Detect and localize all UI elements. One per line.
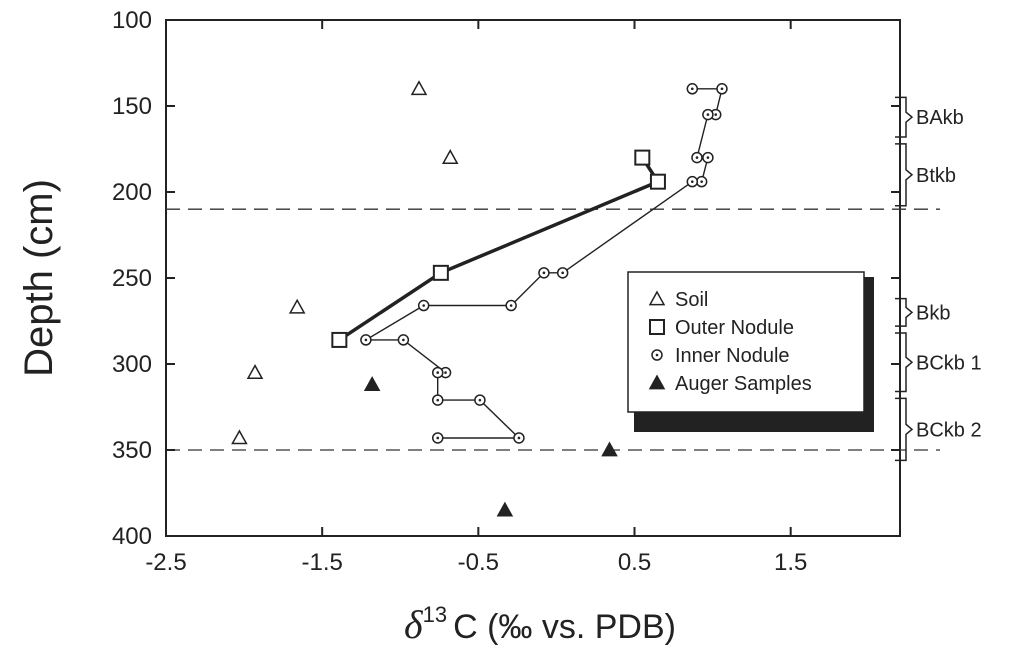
x-axis-title: δ13 C (‰ vs. PDB) — [404, 602, 676, 647]
auger-samples-point — [363, 376, 381, 391]
legend-label-inner-nodule: Inner Nodule — [675, 345, 790, 367]
inner-nodule-point-center — [402, 338, 405, 342]
inner-nodule-point-center — [444, 371, 447, 374]
inner-nodule-point-center — [690, 180, 694, 183]
auger-samples-point — [496, 501, 514, 517]
legend-label-soil: Soil — [675, 289, 708, 311]
y-tick-label: 150 — [112, 93, 152, 120]
horizon-bracket — [895, 297, 914, 327]
legend-label-outer-nodule: Outer Nodule — [675, 317, 794, 339]
auger-samples-point — [601, 441, 618, 457]
horizon-label: BAkb — [916, 107, 964, 129]
y-tick-label: 300 — [112, 351, 152, 378]
x-tick-label: 0.5 — [618, 549, 651, 576]
x-axis-title-sup: 13 — [423, 602, 447, 627]
x-tick-label: -1.5 — [301, 549, 342, 576]
soil-point — [441, 149, 459, 164]
x-tick-label: 1.5 — [774, 549, 807, 576]
outer-nodule-point — [649, 173, 666, 190]
horizon-label: BCkb 1 — [916, 352, 982, 374]
inner-nodule-point-center — [478, 398, 482, 402]
horizon-label: BCkb 2 — [916, 419, 982, 441]
legend: Soil Outer Nodule Inner Nodule Auger Sample… — [627, 271, 874, 432]
axis-ticks: 100 150 200 250 300 350 400-2.5 -1.5 -0.5 0.5 1.5 — [112, 7, 900, 576]
inner-nodule-point-center — [436, 371, 440, 374]
y-tick-label: 400 — [112, 523, 152, 550]
inner-nodule-point-center — [436, 436, 440, 440]
inner-nodule-point-center — [720, 87, 724, 91]
outer-nodule-line — [338, 156, 661, 342]
reference-lines — [166, 208, 940, 451]
inner-nodule-point-center — [695, 156, 699, 159]
y-tick-label: 100 — [112, 7, 152, 34]
x-axis-title-rest: C (‰ vs. PDB) — [453, 608, 676, 646]
inner-nodule-point-center — [561, 271, 564, 275]
inner-nodule-point-center — [364, 338, 368, 342]
legend-marker-outer-nodule — [649, 319, 665, 335]
outer-nodule-point — [432, 264, 449, 281]
soil-point — [231, 429, 248, 445]
x-tick-label: -0.5 — [458, 549, 499, 576]
legend-marker-soil — [648, 290, 666, 306]
legend-marker-inner-nodule-center — [655, 353, 659, 357]
soil-point — [246, 364, 264, 379]
horizon-label: Bkb — [916, 302, 950, 324]
legend-marker-auger-samples — [648, 374, 666, 390]
horizon-bracket — [895, 143, 914, 207]
soil-point — [288, 298, 306, 314]
x-tick-label: -2.5 — [145, 549, 186, 576]
outer-nodule-point — [634, 149, 651, 166]
horizon-bracket — [895, 332, 914, 393]
outer-nodule-point — [331, 331, 348, 348]
inner-nodule-point-center — [714, 113, 718, 116]
inner-nodule-point-center — [706, 113, 710, 116]
horizon-brackets: BAkb Btkb Bkb BCkb 1 BCkb 2 — [895, 96, 982, 462]
x-axis-title-delta: δ — [404, 602, 424, 647]
horizon-label: Btkb — [916, 165, 956, 187]
y-axis-title: Depth (cm) — [17, 179, 61, 377]
legend-items: Soil Outer Nodule Inner Nodule Auger Sample… — [648, 289, 812, 395]
series-layer — [231, 80, 728, 517]
soil-point — [410, 80, 428, 96]
y-tick-label: 200 — [112, 179, 152, 206]
inner-nodule-point-center — [706, 156, 710, 159]
legend-label-auger-samples: Auger Samples — [675, 373, 812, 395]
inner-nodule-point-center — [509, 304, 513, 307]
inner-nodule-point-center — [517, 436, 521, 440]
inner-nodule-point-center — [436, 398, 440, 402]
inner-nodule-point-center — [690, 87, 694, 91]
y-tick-label: 250 — [112, 265, 152, 292]
legend-box — [627, 271, 865, 413]
horizon-bracket — [895, 397, 914, 462]
inner-nodule-point-center — [422, 304, 425, 307]
horizon-bracket — [895, 96, 914, 138]
inner-nodule-point-center — [542, 271, 546, 275]
inner-nodule-point-center — [700, 180, 703, 183]
y-tick-label: 350 — [112, 437, 152, 464]
